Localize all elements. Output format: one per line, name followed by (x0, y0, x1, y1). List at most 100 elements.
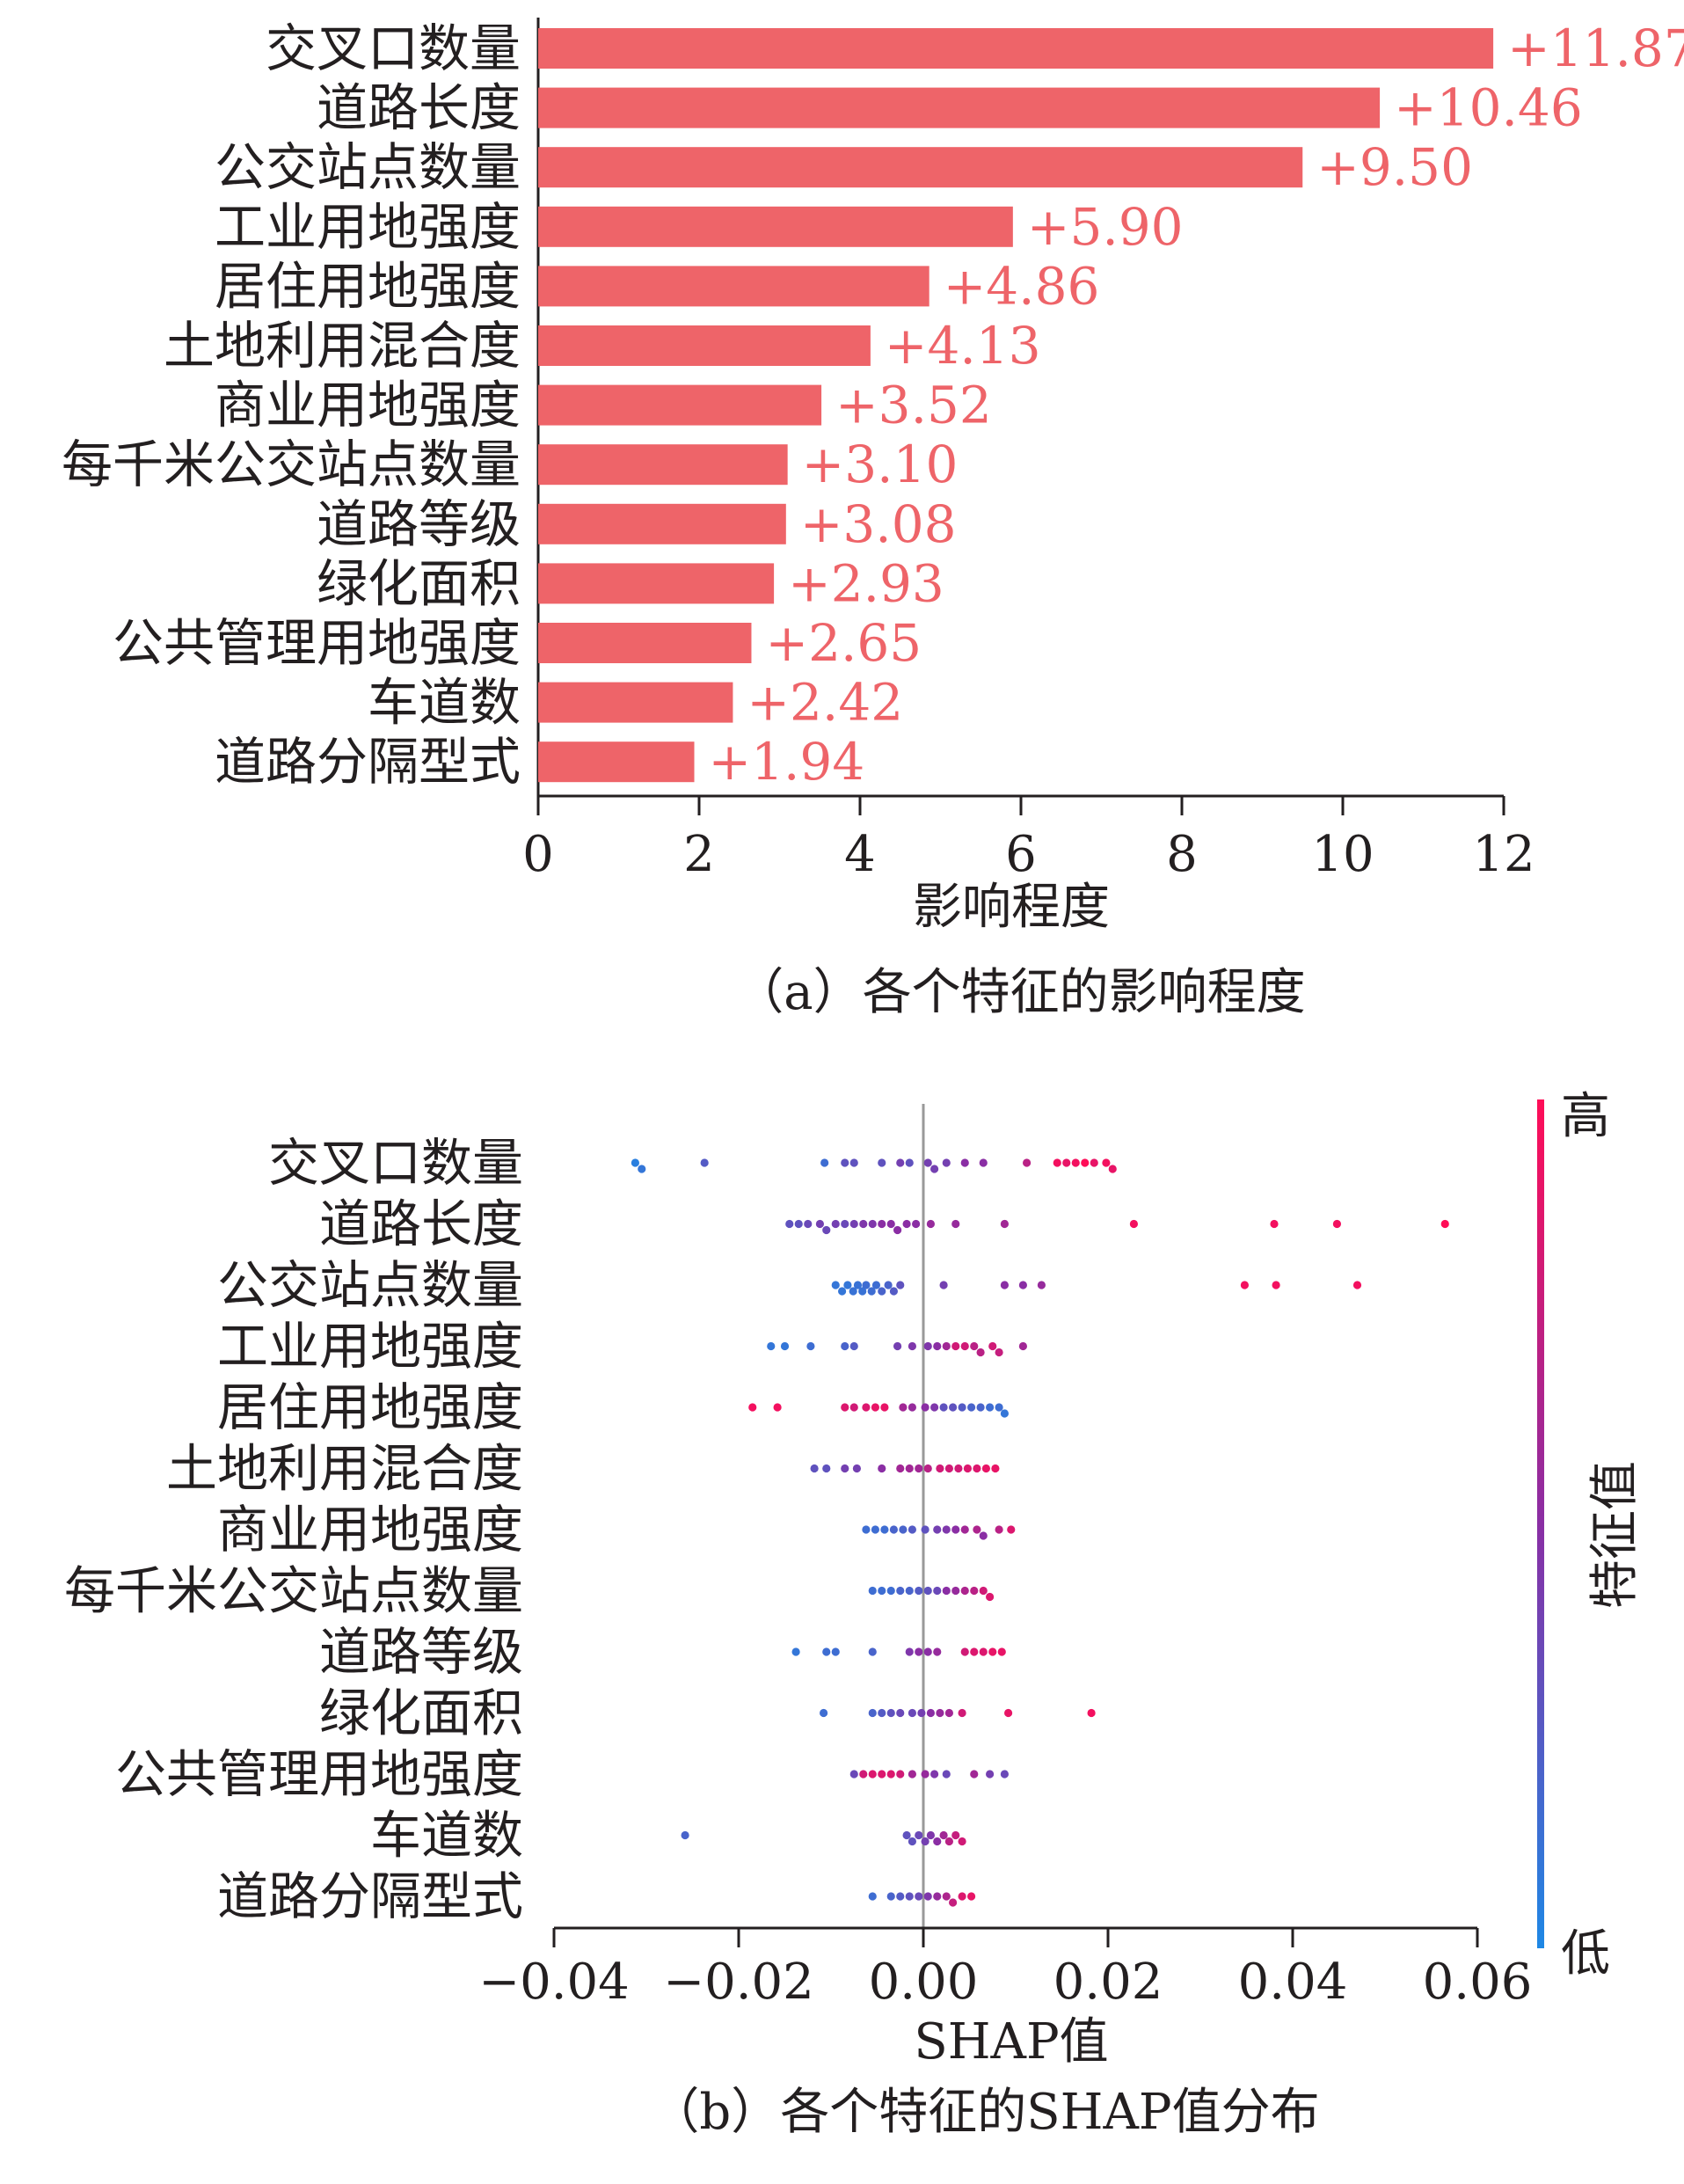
shap-point (868, 1647, 877, 1656)
shap-point (858, 1287, 867, 1296)
shap-point (970, 1647, 979, 1656)
shap-point (1240, 1281, 1249, 1289)
shap-point (944, 1708, 953, 1718)
shap-point (986, 1770, 995, 1779)
shap-point (868, 1586, 877, 1596)
shap-point (1037, 1281, 1046, 1289)
shap-point (868, 1770, 877, 1779)
shap-point (804, 1219, 813, 1229)
shap-point (936, 1708, 944, 1718)
colorbar-title: 特征值 (1586, 1461, 1644, 1609)
shap-point (1108, 1165, 1117, 1173)
shap-point (899, 1525, 908, 1534)
shap-feature-label: 道路分隔型式 (217, 1866, 523, 1926)
bar-value-label: +3.10 (802, 435, 959, 494)
shap-point (908, 1770, 916, 1779)
shap-point (780, 1341, 790, 1351)
shap-point (905, 1464, 914, 1473)
shap-point (958, 1892, 966, 1901)
shap-point (976, 1403, 985, 1412)
shap-point (951, 1586, 960, 1596)
shap-point (988, 1341, 997, 1351)
shap-point (921, 1525, 929, 1534)
shap-point (960, 1341, 969, 1351)
shap-point (951, 1830, 960, 1840)
shap-feature-label: 公共管理用地强度 (115, 1744, 523, 1804)
shap-point (967, 1892, 976, 1901)
shap-point (979, 1531, 988, 1540)
shap-point (815, 1219, 825, 1229)
shap-point (1000, 1409, 1009, 1418)
x-tick-label: 0.06 (1423, 1954, 1533, 2011)
shap-point (988, 1647, 997, 1656)
colorbar-low-label: 低 (1561, 1925, 1610, 1983)
shap-point (902, 1830, 911, 1840)
shap-point (896, 1892, 905, 1901)
shap-point (859, 1219, 868, 1229)
shap-point (893, 1225, 902, 1235)
shap-point (867, 1287, 876, 1296)
shap-point (841, 1464, 849, 1473)
shap-point (979, 1647, 988, 1656)
shap-point (1000, 1281, 1009, 1289)
shap-point (878, 1770, 886, 1779)
shap-point (878, 1464, 886, 1473)
shap-point (868, 1219, 877, 1229)
bar-value-label: +2.65 (765, 613, 922, 673)
bar-value-label: +2.93 (788, 553, 944, 613)
shap-point (915, 1464, 923, 1473)
shap-point (976, 1348, 985, 1357)
shap-feature-label: 土地利用混合度 (166, 1439, 523, 1499)
shap-point (831, 1647, 840, 1656)
shap-point (997, 1647, 1006, 1656)
shap-point (902, 1219, 911, 1229)
x-tick-label: 0 (522, 826, 554, 883)
bar-value-label: +11.87 (1507, 18, 1684, 78)
shap-point (960, 1525, 969, 1534)
shap-point (878, 1219, 886, 1229)
bar-value-label: +5.90 (1027, 197, 1184, 257)
bar (538, 147, 1303, 188)
bar-category-label: 商业用地强度 (215, 376, 521, 435)
shap-point (852, 1464, 862, 1473)
x-tick-label: 2 (683, 826, 715, 883)
shap-point (886, 1219, 895, 1229)
bar (538, 266, 929, 307)
bar (538, 444, 788, 486)
shap-point (1000, 1770, 1009, 1779)
shap-point (1018, 1281, 1027, 1289)
shap-point (862, 1403, 871, 1412)
shap-point (886, 1586, 895, 1596)
shap-point (871, 1281, 881, 1289)
shap-point (853, 1281, 863, 1289)
shap-point (995, 1348, 1003, 1357)
shap-point (849, 1403, 858, 1412)
shap-point (986, 1403, 995, 1412)
shap-point (933, 1892, 942, 1901)
bar-value-label: +3.08 (800, 494, 957, 554)
shap-point (905, 1158, 914, 1167)
shap-point (859, 1770, 868, 1779)
shap-point (880, 1525, 889, 1534)
shap-point (1102, 1158, 1111, 1167)
shap-point (896, 1586, 905, 1596)
shap-point (1087, 1708, 1096, 1718)
shap-point (896, 1464, 905, 1473)
shap-feature-label: 商业用地强度 (217, 1500, 523, 1559)
bar-value-label: +4.13 (885, 316, 1041, 376)
shap-point (841, 1158, 849, 1167)
shap-point (917, 1708, 926, 1718)
shap-point (939, 1830, 948, 1840)
shap-feature-label: 居住用地强度 (217, 1377, 523, 1437)
shap-point (794, 1219, 803, 1229)
shap-point (926, 1708, 935, 1718)
shap-point (1004, 1708, 1013, 1718)
bar-chart-caption: （a）各个特征的影响程度 (734, 964, 1305, 1021)
shap-point (981, 1464, 990, 1473)
shap-feature-label: 工业用地强度 (217, 1317, 523, 1377)
shap-feature-label: 道路等级 (319, 1622, 523, 1682)
shap-point (1352, 1281, 1362, 1289)
shap-point (970, 1341, 979, 1351)
bar-value-label: +2.42 (747, 673, 903, 733)
